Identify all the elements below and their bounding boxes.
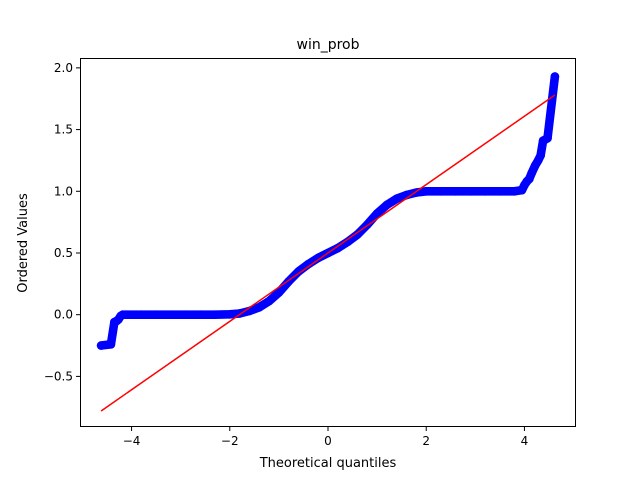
chart-title: win_prob <box>297 37 360 53</box>
plot-area <box>96 72 560 412</box>
y-tick-label: 0.0 <box>54 308 73 322</box>
y-tick-label: 0.5 <box>54 246 73 260</box>
x-tick-label: 2 <box>422 434 430 448</box>
data-points <box>96 72 560 350</box>
y-tick-label: 1.0 <box>54 184 73 198</box>
y-tick-label: 1.5 <box>54 123 73 137</box>
x-tick-label: 4 <box>521 434 529 448</box>
fit-line <box>100 94 556 412</box>
x-tick-label: −4 <box>123 434 141 448</box>
axes-frame <box>80 58 576 427</box>
y-axis-ticks: −0.5 0.0 0.5 1.0 1.5 2.0 <box>44 61 80 383</box>
x-axis-label: Theoretical quantiles <box>259 456 397 471</box>
fit-line-group <box>100 94 556 412</box>
x-tick-label: −2 <box>221 434 239 448</box>
y-tick-label: 2.0 <box>54 61 73 75</box>
y-axis-label: Ordered Values <box>16 193 31 293</box>
data-point-band <box>96 72 560 350</box>
x-tick-label: 0 <box>324 434 332 448</box>
y-tick-label: −0.5 <box>44 369 73 383</box>
x-axis-ticks: −4 −2 0 2 4 <box>123 427 529 448</box>
